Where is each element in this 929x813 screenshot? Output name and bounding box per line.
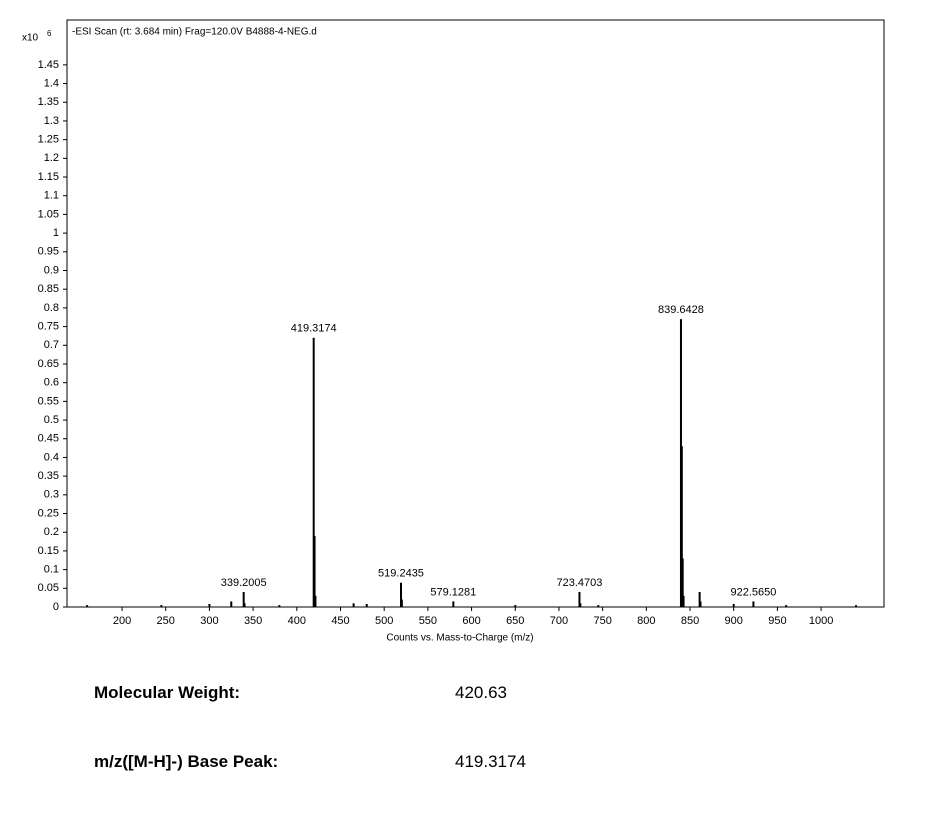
y-tick-label: 0.8 <box>44 302 59 314</box>
field-label: Molecular Weight: <box>94 683 241 702</box>
field-value: 420.63 <box>455 683 507 702</box>
x-tick-label: 250 <box>157 615 175 627</box>
y-tick-label: 0.45 <box>38 433 59 445</box>
y-tick-label: 1.2 <box>44 152 59 164</box>
y-tick-label: 0.5 <box>44 414 59 426</box>
y-scale-label: x10 <box>22 33 39 44</box>
y-tick-label: 0.05 <box>38 582 59 594</box>
y-tick-label: 0.2 <box>44 526 59 538</box>
peak-label: 723.4703 <box>557 577 603 589</box>
x-tick-label: 500 <box>375 615 393 627</box>
y-tick-label: 1 <box>53 227 59 239</box>
y-tick-label: 0.75 <box>38 320 59 332</box>
x-tick-label: 600 <box>462 615 480 627</box>
peak-label: 839.6428 <box>658 304 704 316</box>
x-tick-label: 900 <box>725 615 743 627</box>
y-tick-label: 0.65 <box>38 358 59 370</box>
field-label: m/z([M-H]-) Base Peak: <box>94 752 279 771</box>
y-tick-label: 0.85 <box>38 283 59 295</box>
y-tick-label: 0.95 <box>38 246 59 258</box>
peak-label: 922.5650 <box>730 586 776 598</box>
x-axis-label: Counts vs. Mass-to-Charge (m/z) <box>386 633 533 644</box>
y-tick-label: 1.05 <box>38 208 59 220</box>
x-tick-label: 950 <box>768 615 786 627</box>
y-tick-label: 0.7 <box>44 339 59 351</box>
x-tick-label: 300 <box>200 615 218 627</box>
plot-frame <box>66 19 885 608</box>
peak-label: 419.3174 <box>291 323 337 335</box>
y-tick-label: 0.25 <box>38 507 59 519</box>
chart: -ESI Scan (rt: 3.684 min) Frag=120.0V B4… <box>22 19 885 644</box>
y-tick-label: 0.3 <box>44 489 59 501</box>
y-tick-label: 0.6 <box>44 377 59 389</box>
x-tick-label: 800 <box>637 615 655 627</box>
y-tick-label: 1.1 <box>44 190 59 202</box>
y-tick-label: 1.3 <box>44 115 59 127</box>
peak-label: 579.1281 <box>430 586 476 598</box>
y-tick-label: 0.15 <box>38 545 59 557</box>
y-tick-label: 1.45 <box>38 59 59 71</box>
y-tick-label: 0.1 <box>44 564 59 576</box>
y-tick-label: 1.4 <box>44 77 59 89</box>
x-tick-label: 650 <box>506 615 524 627</box>
y-tick-label: 0.9 <box>44 264 59 276</box>
x-tick-label: 1000 <box>809 615 833 627</box>
peak-label: 519.2435 <box>378 568 424 580</box>
x-tick-label: 700 <box>550 615 568 627</box>
y-tick-label: 1.35 <box>38 96 59 108</box>
x-tick-label: 850 <box>681 615 699 627</box>
y-tick-label: 0.4 <box>44 451 59 463</box>
y-tick-label: 1.25 <box>38 134 59 146</box>
x-tick-label: 750 <box>593 615 611 627</box>
x-tick-label: 200 <box>113 615 131 627</box>
field-value: 419.3174 <box>455 752 526 771</box>
x-tick-label: 350 <box>244 615 262 627</box>
y-tick-label: 0 <box>53 601 59 613</box>
x-tick-label: 400 <box>288 615 306 627</box>
y-tick-label: 0.55 <box>38 395 59 407</box>
x-tick-label: 450 <box>331 615 349 627</box>
y-tick-label: 0.35 <box>38 470 59 482</box>
peak-label: 339.2005 <box>221 577 267 589</box>
chart-title: -ESI Scan (rt: 3.684 min) Frag=120.0V B4… <box>72 27 317 38</box>
y-scale-exponent: 6 <box>47 29 52 38</box>
x-tick-label: 550 <box>419 615 437 627</box>
y-tick-label: 1.15 <box>38 171 59 183</box>
